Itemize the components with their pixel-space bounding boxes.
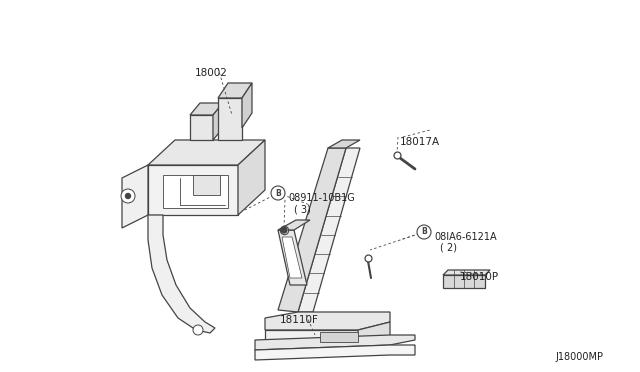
Circle shape [271,186,285,200]
Polygon shape [298,148,360,312]
Polygon shape [148,140,265,165]
Text: ( 2): ( 2) [440,243,457,253]
Polygon shape [148,165,238,215]
Polygon shape [218,98,242,140]
Circle shape [121,189,135,203]
Polygon shape [320,332,358,342]
Text: 08IA6-6121A: 08IA6-6121A [434,232,497,242]
Polygon shape [282,237,302,278]
Polygon shape [443,275,485,288]
Polygon shape [213,103,223,140]
Polygon shape [242,83,252,128]
Circle shape [417,225,431,239]
Polygon shape [190,115,213,140]
Polygon shape [255,335,415,350]
Text: J18000MP: J18000MP [555,352,603,362]
Text: ( 3): ( 3) [294,204,311,214]
Circle shape [125,193,131,199]
Polygon shape [122,165,148,228]
Text: 08911-10B1G: 08911-10B1G [288,193,355,203]
Polygon shape [358,322,390,345]
Text: 18010P: 18010P [460,272,499,282]
Polygon shape [218,83,252,98]
Text: 18002: 18002 [195,68,228,78]
Circle shape [193,325,203,335]
Text: B: B [275,189,281,198]
Polygon shape [328,140,360,148]
Polygon shape [443,270,490,275]
Text: 18110F: 18110F [280,315,319,325]
Polygon shape [163,175,228,208]
Polygon shape [278,220,310,230]
Polygon shape [190,103,223,115]
Circle shape [281,227,287,233]
Polygon shape [278,230,307,285]
Polygon shape [193,175,220,195]
Polygon shape [265,330,358,345]
Text: 18017A: 18017A [400,137,440,147]
Polygon shape [278,148,346,312]
Polygon shape [148,215,215,333]
Polygon shape [238,140,265,215]
Text: B: B [421,228,427,237]
Polygon shape [255,345,415,360]
Polygon shape [265,312,390,330]
